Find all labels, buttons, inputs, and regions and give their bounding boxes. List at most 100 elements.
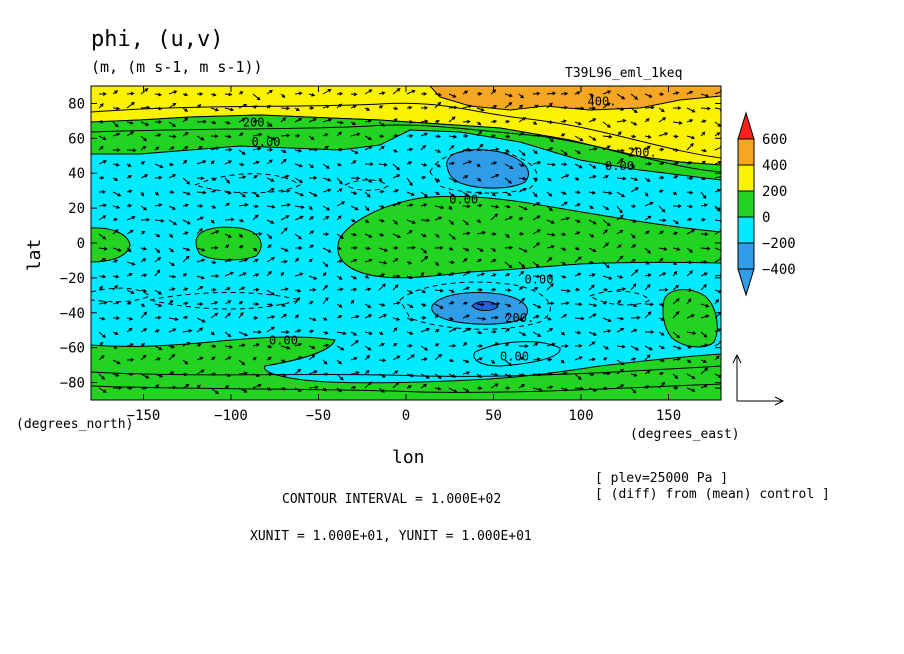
wind-vector <box>238 371 249 376</box>
wind-vector <box>560 149 568 156</box>
wind-vector <box>406 385 412 389</box>
contour-line-negative <box>429 149 538 194</box>
colorbar: 600 400 200 0 −200 −400 <box>737 111 796 297</box>
wind-vector <box>700 232 709 237</box>
wind-vector <box>574 330 582 335</box>
wind-vector <box>574 177 580 181</box>
wind-vector <box>406 203 414 207</box>
wind-vector <box>112 106 121 111</box>
wind-vector <box>644 191 649 197</box>
wind-vector <box>364 303 372 308</box>
wind-vector <box>336 287 344 292</box>
wind-vector <box>322 215 330 221</box>
wind-vector <box>560 301 570 306</box>
colorbar-segment <box>737 164 755 192</box>
wind-vector <box>126 216 136 221</box>
wind-vector <box>336 259 343 264</box>
wind-vector <box>280 106 291 111</box>
wind-vector <box>140 161 146 165</box>
wind-vector <box>322 188 332 193</box>
reference-vector-x-arrow <box>737 396 785 406</box>
wind-vector <box>364 145 373 151</box>
wind-vector <box>168 287 176 291</box>
wind-vector <box>574 373 582 380</box>
wind-vector <box>98 145 104 151</box>
wind-vector <box>266 89 273 95</box>
wind-vector <box>238 91 244 95</box>
contour-line <box>91 124 721 173</box>
wind-vector <box>700 359 707 363</box>
wind-vector <box>182 159 188 165</box>
wind-vector <box>266 344 273 349</box>
wind-vector <box>714 107 721 112</box>
wind-vector <box>238 191 246 198</box>
wind-vector <box>280 247 289 252</box>
wind-vector <box>616 205 623 214</box>
wind-vector <box>280 203 291 207</box>
wind-vector <box>378 273 386 277</box>
wind-vector <box>350 331 358 336</box>
wind-vector <box>588 313 597 319</box>
wind-vector <box>532 274 541 279</box>
wind-vector <box>294 342 303 347</box>
wind-vector <box>462 270 471 277</box>
wind-vector <box>672 373 679 379</box>
wind-vector <box>476 330 483 335</box>
wind-vector <box>196 384 201 389</box>
wind-vector <box>448 272 455 277</box>
wind-vector <box>532 287 539 291</box>
wind-vector <box>210 356 216 361</box>
wind-vector <box>644 118 650 123</box>
wind-vector <box>476 143 484 151</box>
x-tick-label: 50 <box>485 408 502 424</box>
wind-vector <box>448 373 457 378</box>
wind-vector <box>140 328 148 333</box>
wind-vector <box>616 255 624 263</box>
wind-vector <box>476 121 482 126</box>
wind-vector <box>700 119 707 124</box>
wind-vector <box>574 302 583 307</box>
wind-vector <box>364 135 373 140</box>
wind-vector <box>560 119 568 124</box>
y-tick-label: 80 <box>68 96 85 112</box>
wind-vector <box>616 157 624 165</box>
wind-vector <box>504 303 512 308</box>
contour-label: 400. <box>588 95 617 109</box>
wind-vector <box>434 101 442 109</box>
wind-vector <box>252 384 262 389</box>
wind-vector <box>504 245 514 250</box>
wind-vector <box>672 191 677 196</box>
wind-vector <box>210 107 220 112</box>
wind-vector <box>574 343 583 348</box>
wind-vector <box>644 201 654 207</box>
wind-vector <box>462 286 471 291</box>
wind-vector <box>448 134 458 139</box>
wind-vector <box>294 91 303 96</box>
wind-vector <box>448 116 456 123</box>
wind-vector <box>182 146 189 151</box>
wind-vector <box>644 230 650 235</box>
wind-vector <box>588 303 598 307</box>
wind-vector <box>546 256 553 263</box>
contour-label: 200. <box>628 145 657 159</box>
wind-vector <box>224 92 233 97</box>
wind-vector <box>140 373 150 379</box>
wind-vector <box>616 328 625 333</box>
wind-vector <box>182 384 190 389</box>
wind-vector <box>546 219 555 224</box>
wind-vector <box>182 177 191 185</box>
wind-vector <box>686 373 696 379</box>
wind-vector <box>686 298 692 305</box>
wind-vector <box>182 132 189 137</box>
wind-vector <box>700 283 707 291</box>
wind-vector <box>126 301 132 306</box>
wind-vector <box>392 284 399 291</box>
wind-vector <box>434 329 440 333</box>
wind-vector <box>434 233 440 238</box>
wind-vector <box>518 356 525 361</box>
wind-vector <box>252 119 258 124</box>
wind-vector <box>252 132 263 137</box>
wind-vector <box>560 331 566 336</box>
wind-vector <box>714 273 721 278</box>
contour-interval: CONTOUR INTERVAL = 1.000E+02 <box>282 492 501 507</box>
